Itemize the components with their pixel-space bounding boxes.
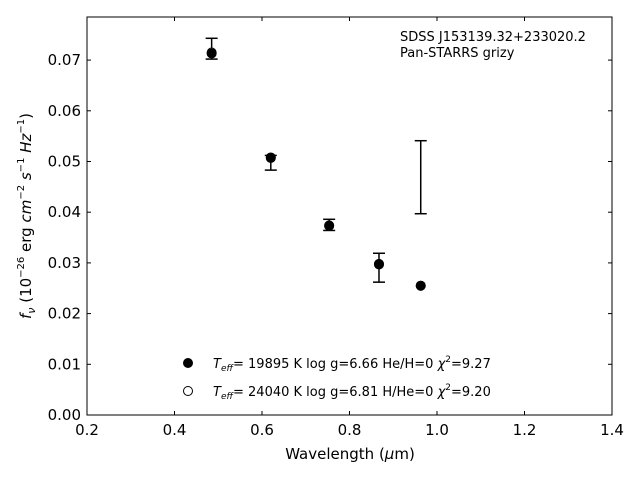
annotation-line-1: SDSS J153139.32+233020.2 [400,30,586,45]
x-tick-label: 1.0 [425,421,449,439]
legend-entry-2-chi: =9.20 [451,385,491,400]
legend-marker-filled [183,358,193,368]
y-tick-label: 0.03 [48,254,81,272]
x-tick-label: 0.6 [250,421,274,439]
y-tick-label: 0.07 [48,51,81,69]
legend-entry-2-text: = 24040 K log g=6.81 H/He=0 [233,385,438,400]
legend-entry-1: Teff= 19895 K log g=6.66 He/H=0 χ2=9.27 [213,355,491,374]
y-tick-label: 0.00 [48,406,81,424]
annotation-line-2: Pan-STARRS grizy [400,46,515,61]
legend-marker-open [183,386,193,396]
y-tick-label: 0.05 [48,152,81,170]
x-tick-label: 0.8 [338,421,362,439]
legend-entry-1-text: = 19895 K log g=6.66 He/H=0 [233,357,438,372]
legend-entry-2: Teff= 24040 K log g=6.81 H/He=0 χ2=9.20 [213,383,491,402]
plot-frame [86,16,613,416]
x-tick-label: 1.2 [513,421,537,439]
y-tick-label: 0.02 [48,305,81,323]
model-point-filled [415,280,426,291]
x-tick-label: 0.4 [163,421,187,439]
x-tick-label: 0.2 [75,421,99,439]
y-tick-label: 0.06 [48,102,81,120]
y-tick-label: 0.01 [48,355,81,373]
model-point-filled [324,220,335,231]
legend-entry-1-chi: =9.27 [451,357,491,372]
model-point-filled [265,152,276,163]
model-point-filled [206,48,217,59]
legend: Teff= 19895 K log g=6.66 He/H=0 χ2=9.27 … [183,355,491,402]
x-tick-label: 1.4 [600,421,624,439]
model-point-filled [373,258,384,269]
y-axis-label: fν (10−26 erg cm−2 s−1 Hz−1) [16,113,38,319]
y-tick-label: 0.04 [48,203,81,221]
x-axis-label: Wavelength (μm) [285,445,415,463]
